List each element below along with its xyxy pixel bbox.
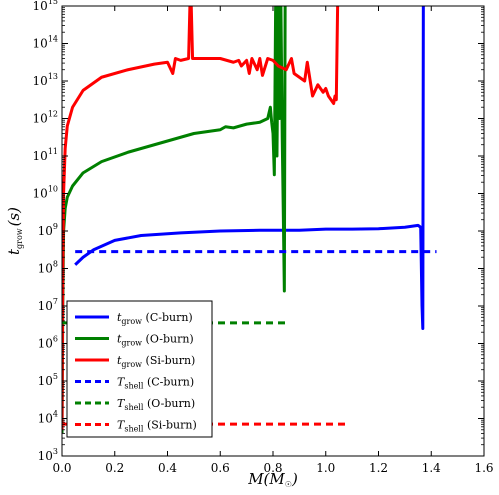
x-tick-label: 0.2 [105, 461, 124, 475]
x-tick-label: 0.0 [52, 461, 71, 475]
legend-label: Tshell (O-burn) [117, 397, 195, 412]
y-tick-label: 1015 [33, 0, 58, 13]
x-tick-label: 1.4 [422, 461, 441, 475]
y-axis-label: tgrow(s) [5, 207, 24, 255]
legend-box [66, 300, 213, 438]
y-tick-label: 103 [38, 447, 58, 463]
y-tick-label: 1011 [33, 147, 58, 163]
x-axis-label: M(M☉) [247, 470, 298, 489]
x-tick-label: 1.0 [316, 461, 335, 475]
x-tick-label: 0.4 [158, 461, 177, 475]
legend: tgrow (C-burn) tgrow (O-burn) tgrow (Si-bu… [66, 300, 213, 438]
y-tick-label: 1012 [33, 110, 58, 126]
x-tick-label: 0.8 [263, 461, 282, 475]
y-tick-label: 1013 [33, 72, 58, 88]
legend-label: tgrow (Si-burn) [117, 354, 195, 369]
legend-label: tgrow (O-burn) [117, 333, 194, 348]
legend-label: Tshell (C-burn) [117, 376, 194, 391]
series-line-2 [62, 6, 340, 430]
y-tick-label: 1014 [33, 35, 58, 51]
y-tick-label: 109 [38, 222, 58, 238]
y-tick-label: 104 [38, 410, 58, 426]
x-tick-label: 1.6 [474, 461, 493, 475]
y-tick-label: 107 [38, 297, 58, 313]
series-line-0 [74, 6, 425, 330]
x-tick-label: 1.2 [369, 461, 388, 475]
series-line-1 [62, 6, 287, 434]
y-tick-label: 105 [38, 372, 58, 388]
y-tick-label: 106 [38, 335, 58, 351]
tick-layer: 0.0 0.2 0.4 0.6 0.8 1.0 1.2 1.4 1.6 103 104 105 106 1… [33, 0, 494, 475]
y-tick-label: 108 [38, 260, 58, 276]
legend-label: Tshell (Si-burn) [117, 419, 197, 434]
x-tick-label: 0.6 [211, 461, 230, 475]
legend-label: tgrow (C-burn) [117, 311, 193, 326]
y-tick-label: 1010 [33, 185, 58, 201]
